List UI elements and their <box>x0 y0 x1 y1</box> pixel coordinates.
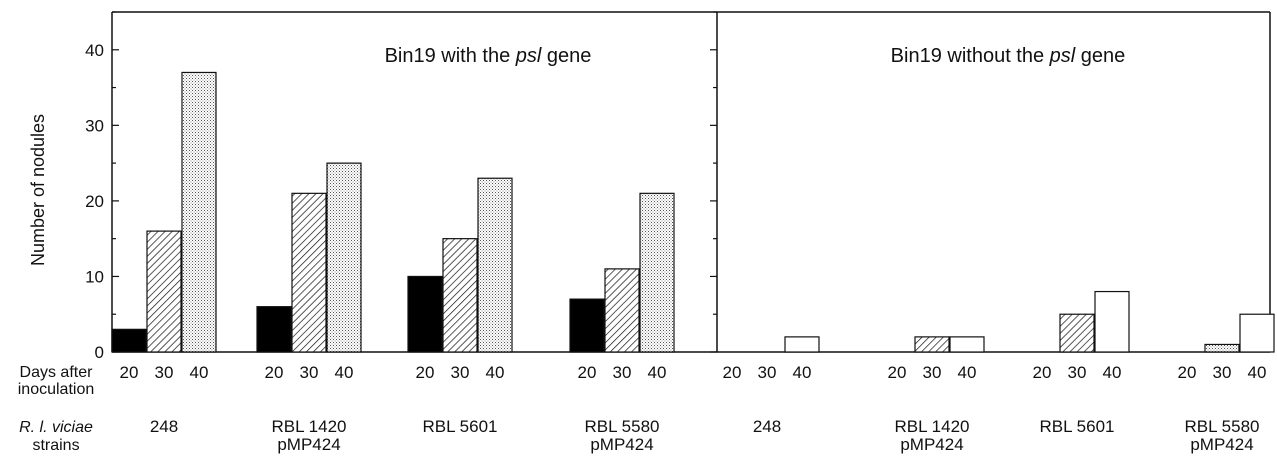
bar-40 <box>326 162 362 353</box>
days-label: 30 <box>923 363 942 382</box>
bar-40 <box>181 71 217 353</box>
strain-label: 248 <box>753 417 781 436</box>
bar-20 <box>569 298 605 353</box>
bar-40 <box>949 336 985 353</box>
days-label: 20 <box>416 363 435 382</box>
bar-20 <box>407 275 443 353</box>
days-label: 20 <box>723 363 742 382</box>
days-label: 20 <box>120 363 139 382</box>
bar-30 <box>442 238 478 353</box>
strain-label: pMP424 <box>277 435 340 454</box>
strain-label: RBL 1420 <box>272 417 347 436</box>
bar-30 <box>146 230 182 353</box>
days-label: 40 <box>1103 363 1122 382</box>
bar-30 <box>1204 343 1240 353</box>
days-row-label-line1: Days after <box>20 364 94 381</box>
days-label: 30 <box>1213 363 1232 382</box>
panel-title: Bin19 with the psl gene <box>385 45 592 67</box>
days-label: 30 <box>451 363 470 382</box>
strain-label: pMP424 <box>1190 435 1253 454</box>
y-tick-label: 40 <box>85 41 104 60</box>
strains-row-label-line1: R. l. viciae <box>19 419 93 436</box>
days-label: 20 <box>578 363 597 382</box>
bar-40 <box>639 192 675 353</box>
bar-40 <box>1094 290 1130 353</box>
labels: 0 10 20 30 40 Number of nodules Days afterinoc… <box>18 41 1267 454</box>
days-label: 40 <box>190 363 209 382</box>
panel-title: Bin19 without the psl gene <box>891 45 1126 67</box>
days-label: 20 <box>1033 363 1052 382</box>
bar-30 <box>604 268 640 353</box>
bar-20 <box>256 306 292 353</box>
days-label: 40 <box>335 363 354 382</box>
bar-30 <box>914 336 950 353</box>
strain-label: RBL 5580 <box>585 417 660 436</box>
days-row-label-line2: inoculation <box>18 381 95 398</box>
days-label: 40 <box>793 363 812 382</box>
bars <box>111 71 1275 353</box>
strain-label: RBL 5601 <box>1040 417 1115 436</box>
strain-label: RBL 5601 <box>423 417 498 436</box>
strain-label: pMP424 <box>590 435 653 454</box>
bar-40 <box>477 177 513 353</box>
days-label: 30 <box>155 363 174 382</box>
y-tick-label: 30 <box>85 116 104 135</box>
strains-row-label-line2: strains <box>32 437 79 454</box>
days-label: 20 <box>265 363 284 382</box>
strain-label: RBL 1420 <box>895 417 970 436</box>
strain-label: RBL 5580 <box>1185 417 1260 436</box>
days-label: 20 <box>888 363 907 382</box>
strain-label: 248 <box>150 417 178 436</box>
bar-30 <box>1059 313 1095 353</box>
days-label: 30 <box>758 363 777 382</box>
y-tick-label: 20 <box>85 192 104 211</box>
bar-40 <box>1239 313 1275 353</box>
y-axis-label: Number of nodules <box>28 114 48 266</box>
bar-30 <box>291 192 327 353</box>
strain-label: pMP424 <box>900 435 963 454</box>
bar-40 <box>784 336 820 353</box>
days-label: 30 <box>1068 363 1087 382</box>
days-label: 30 <box>300 363 319 382</box>
y-tick-label: 10 <box>85 267 104 286</box>
days-label: 20 <box>1178 363 1197 382</box>
y-tick-label: 0 <box>95 343 104 362</box>
days-label: 30 <box>613 363 632 382</box>
days-label: 40 <box>486 363 505 382</box>
bar-20 <box>111 328 147 353</box>
days-label: 40 <box>1248 363 1267 382</box>
days-label: 40 <box>648 363 667 382</box>
days-label: 40 <box>958 363 977 382</box>
